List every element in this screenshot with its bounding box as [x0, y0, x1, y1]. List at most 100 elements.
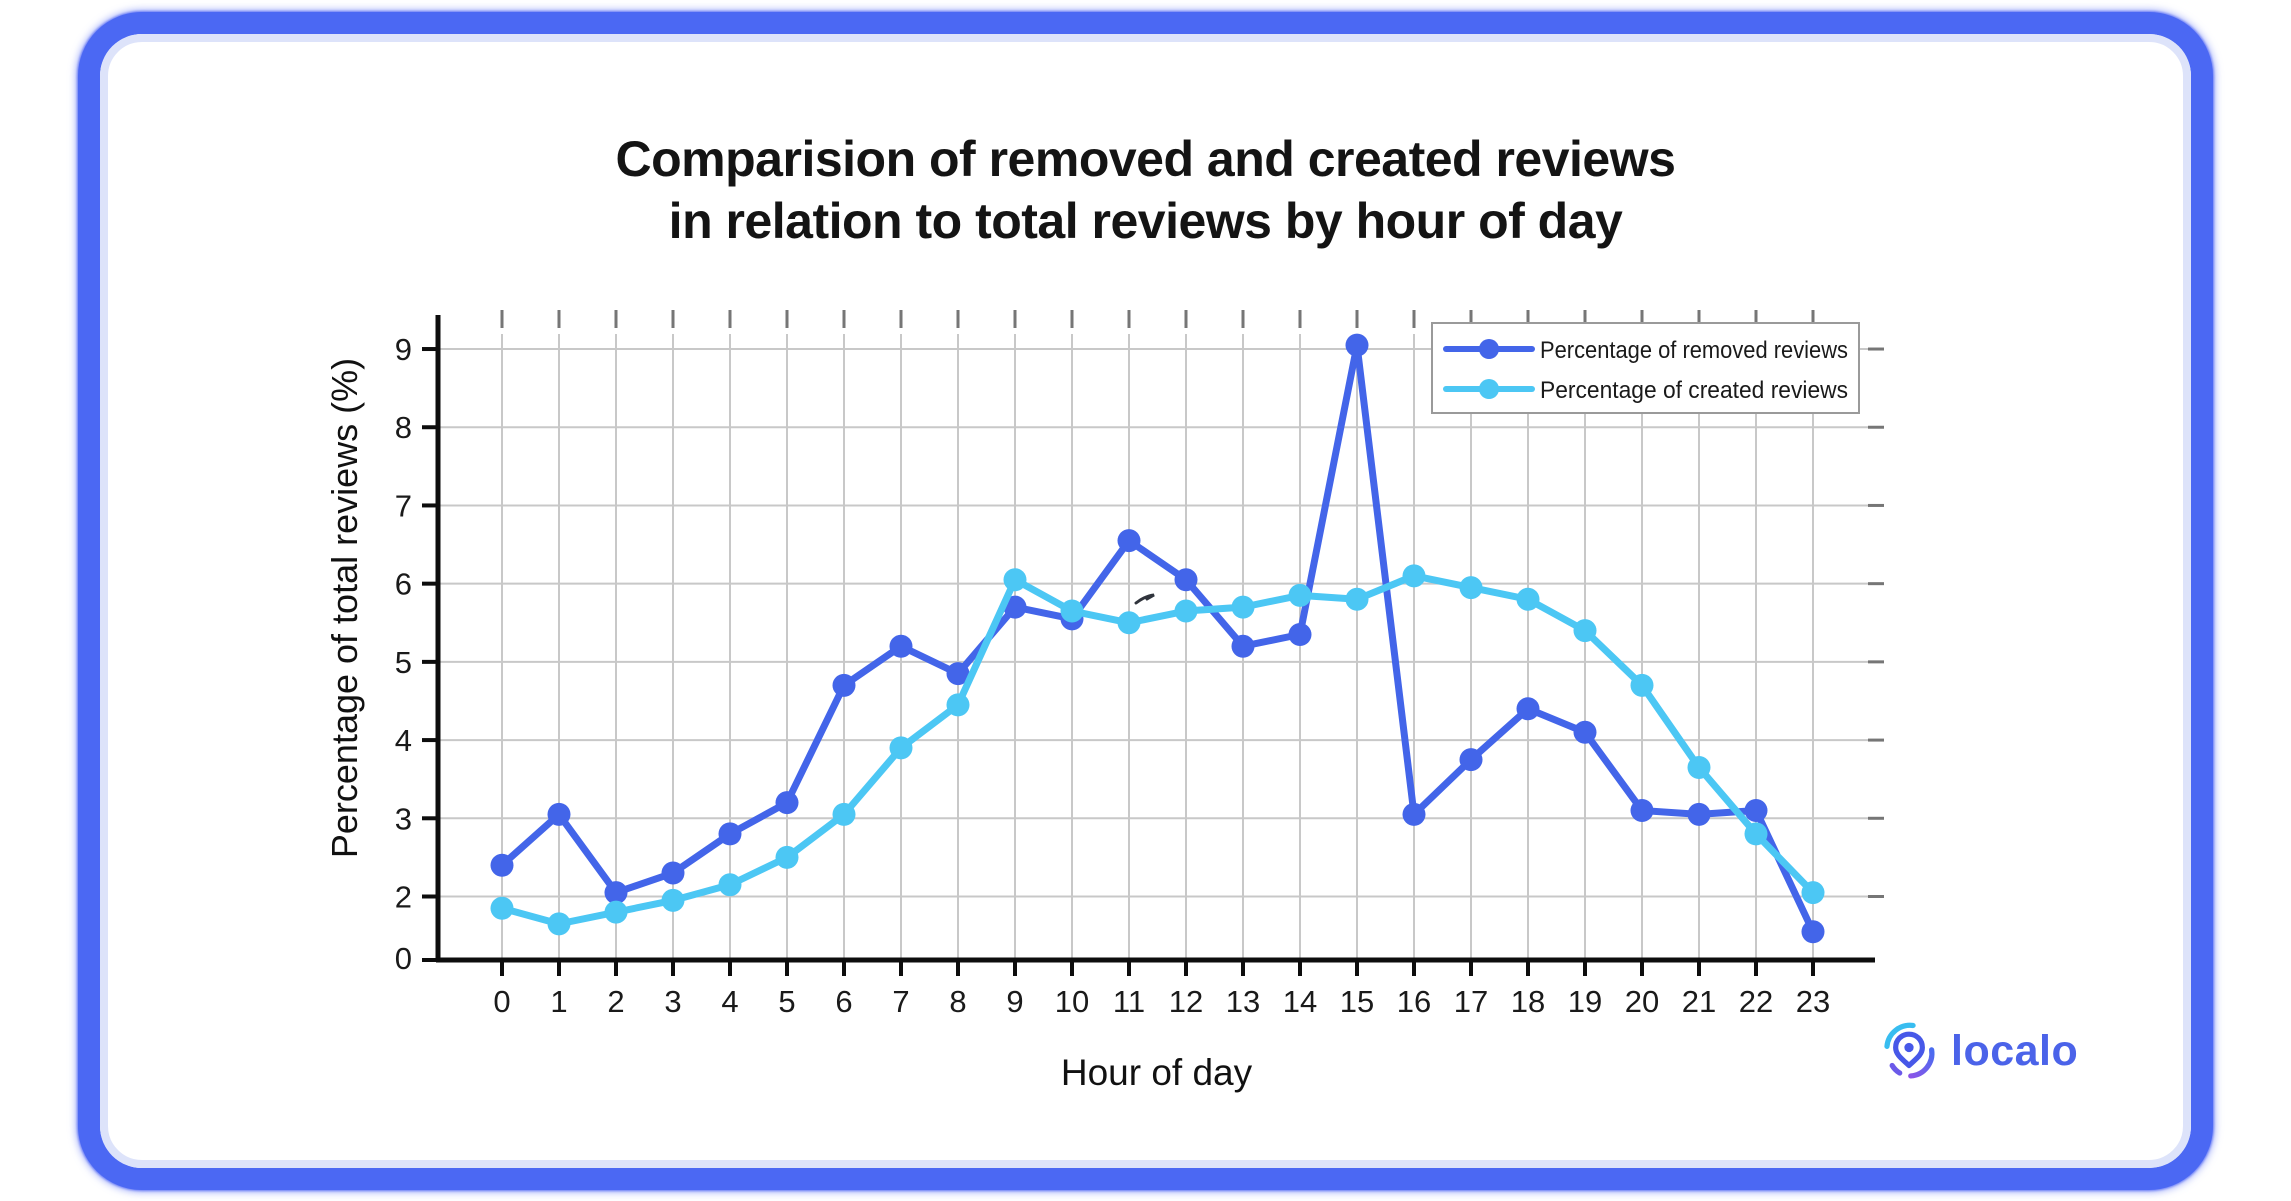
x-tick-label-21: 21 — [1682, 984, 1716, 1019]
point-created-2 — [604, 900, 628, 924]
x-tick-label-22: 22 — [1739, 984, 1773, 1019]
point-removed-8 — [946, 662, 970, 686]
x-tick-label-4: 4 — [721, 984, 738, 1019]
point-created-13 — [1231, 595, 1255, 619]
x-tick-label-2: 2 — [607, 984, 624, 1019]
point-created-5 — [775, 845, 799, 869]
point-removed-22 — [1744, 798, 1768, 822]
x-tick-label-11: 11 — [1113, 984, 1145, 1019]
point-created-20 — [1630, 673, 1654, 697]
point-created-3 — [661, 888, 685, 912]
point-removed-11 — [1117, 529, 1141, 553]
point-created-1 — [547, 912, 571, 936]
point-created-8 — [946, 693, 970, 717]
y-tick-label-6: 6 — [395, 567, 412, 602]
point-created-11 — [1117, 611, 1141, 635]
y-tick-label-3: 3 — [395, 801, 412, 836]
point-removed-20 — [1630, 798, 1654, 822]
point-removed-7 — [889, 634, 913, 658]
logo-arc-bottom-left — [1889, 1062, 1903, 1076]
logo-pin-dot — [1904, 1042, 1914, 1053]
y-tick-label-0: 0 — [395, 941, 412, 976]
point-created-14 — [1288, 583, 1312, 607]
chart-title-line1: Comparision of removed and created revie… — [615, 131, 1676, 187]
y-tick-label-8: 8 — [395, 410, 412, 445]
point-removed-6 — [832, 673, 856, 697]
x-tick-label-13: 13 — [1226, 984, 1260, 1019]
point-created-15 — [1345, 587, 1369, 611]
x-tick-label-15: 15 — [1340, 984, 1374, 1019]
point-removed-5 — [775, 791, 799, 815]
point-created-7 — [889, 736, 913, 760]
point-removed-23 — [1801, 920, 1825, 944]
chart-title: Comparision of removed and created revie… — [78, 128, 2213, 252]
localo-logo-icon — [1884, 1022, 1935, 1079]
series-line-removed — [498, 341, 1817, 936]
point-removed-14 — [1288, 622, 1312, 646]
logo-arc-bottom-right — [1908, 1047, 1935, 1079]
point-created-9 — [1003, 568, 1027, 592]
point-created-18 — [1516, 587, 1540, 611]
point-created-22 — [1744, 822, 1768, 846]
x-tick-label-12: 12 — [1169, 984, 1203, 1019]
x-tick-label-14: 14 — [1283, 984, 1317, 1019]
localo-logo: localo — [1880, 1022, 2078, 1080]
reviews-line-chart: 0 1 2 3 4 5 6 7 8 9 10 11 12 13 14 15 16 17 18 19 20 21 22 2302… — [395, 310, 1884, 1019]
x-tick-label-6: 6 — [835, 984, 852, 1019]
point-created-12 — [1174, 599, 1198, 623]
point-removed-16 — [1402, 802, 1426, 826]
point-removed-21 — [1687, 802, 1711, 826]
x-tick-label-9: 9 — [1006, 984, 1023, 1019]
legend-label-removed: Percentage of removed reviews — [1540, 337, 1848, 364]
point-removed-18 — [1516, 697, 1540, 721]
x-tick-label-20: 20 — [1625, 984, 1659, 1019]
y-tick-label-5: 5 — [395, 645, 412, 680]
point-removed-0 — [490, 853, 514, 877]
stray-mark — [1134, 593, 1155, 605]
legend-box — [1431, 322, 1860, 414]
legend-marker-dot-removed — [1479, 339, 1499, 359]
x-tick-label-18: 18 — [1511, 984, 1545, 1019]
x-tick-label-7: 7 — [892, 984, 909, 1019]
point-removed-15 — [1345, 333, 1369, 357]
y-tick-label-9: 9 — [395, 332, 412, 367]
x-tick-label-10: 10 — [1055, 984, 1089, 1019]
point-created-16 — [1402, 564, 1426, 588]
point-created-17 — [1459, 576, 1483, 600]
series-line-created — [498, 572, 1817, 928]
y-tick-label-2: 2 — [395, 880, 412, 915]
x-tick-label-23: 23 — [1796, 984, 1830, 1019]
point-created-4 — [718, 873, 742, 897]
x-tick-label-3: 3 — [664, 984, 681, 1019]
legend-marker-dot-created — [1479, 379, 1499, 399]
point-removed-1 — [547, 802, 571, 826]
chart-card-inner-edge — [100, 34, 2191, 1168]
chart-card — [78, 12, 2213, 1190]
x-tick-label-19: 19 — [1568, 984, 1602, 1019]
x-tick-label-8: 8 — [949, 984, 966, 1019]
x-tick-label-5: 5 — [778, 984, 795, 1019]
point-removed-2 — [604, 881, 628, 905]
x-tick-label-0: 0 — [493, 984, 510, 1019]
x-tick-label-17: 17 — [1454, 984, 1488, 1019]
y-tick-label-4: 4 — [395, 723, 412, 758]
x-tick-label-1: 1 — [550, 984, 567, 1019]
point-removed-19 — [1573, 720, 1597, 744]
y-tick-label-7: 7 — [395, 488, 412, 523]
point-removed-9 — [1003, 595, 1027, 619]
point-removed-17 — [1459, 748, 1483, 772]
point-created-0 — [490, 896, 514, 920]
point-created-6 — [832, 802, 856, 826]
point-created-19 — [1573, 619, 1597, 643]
x-tick-label-16: 16 — [1397, 984, 1431, 1019]
point-removed-13 — [1231, 634, 1255, 658]
point-created-10 — [1060, 599, 1084, 623]
point-removed-4 — [718, 822, 742, 846]
legend-label-created: Percentage of created reviews — [1540, 377, 1848, 404]
localo-logo-text: localo — [1951, 1026, 2079, 1075]
point-removed-12 — [1174, 568, 1198, 592]
point-created-23 — [1801, 881, 1825, 905]
chart-title-line2: in relation to total reviews by hour of … — [668, 193, 1623, 249]
point-created-21 — [1687, 755, 1711, 779]
x-axis-title: Hour of day — [1060, 1052, 1253, 1093]
